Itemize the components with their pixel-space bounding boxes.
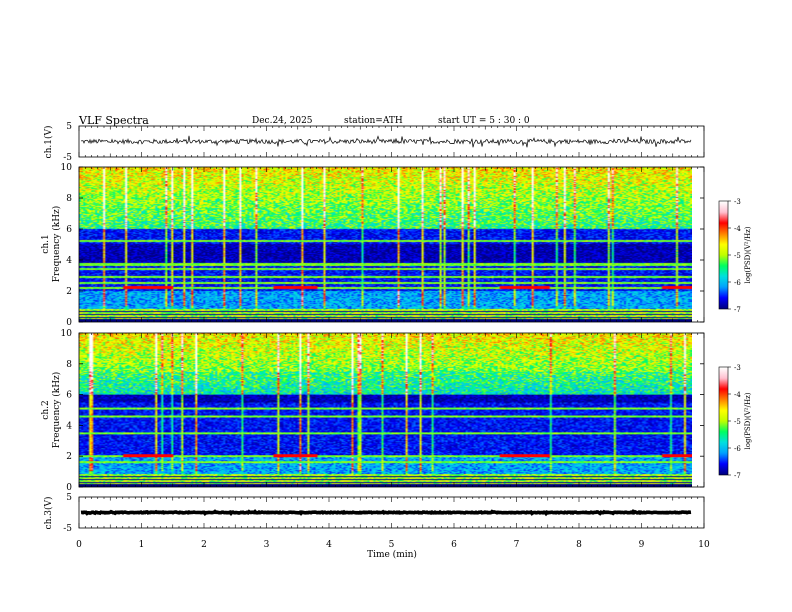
time-tick-label: 7	[514, 540, 520, 550]
ch2-spectrogram-ytick-label: 2	[66, 452, 72, 462]
date-label: Dec.24, 2025	[252, 116, 313, 126]
ch2-colorbar-label: log(PSD)(V²/Hz)	[744, 392, 752, 449]
time-tick-label: 9	[639, 540, 645, 550]
ch1-colorbar-tick-label: -6	[734, 279, 741, 287]
time-axis: 0 1 2 3 4 5 6 7 8 9 10	[76, 126, 710, 550]
ch2-colorbar-tick-label: -5	[734, 418, 741, 426]
time-tick-label: 8	[576, 540, 582, 550]
ch1-spectrogram-ylabel-channel: ch.1	[41, 234, 51, 253]
time-tick-label: 1	[139, 540, 145, 550]
ch1-colorbar-tick-label: -4	[734, 225, 741, 233]
time-tick-label: 0	[76, 540, 82, 550]
ch2-spectrogram-ytick-label: 6	[66, 391, 72, 401]
time-tick-label: 5	[389, 540, 395, 550]
ch1-spectrogram-ytick-label: 4	[66, 256, 72, 266]
ch2-spectrogram-ytick-label: 8	[66, 360, 72, 370]
ch1-waveform-trace	[80, 135, 692, 148]
ch2-colorbar-tick-label: -3	[734, 364, 741, 372]
time-axis-label: Time (min)	[367, 549, 417, 560]
ch2-colorbar-tick-label: -6	[734, 445, 741, 453]
time-tick-label: 4	[326, 540, 332, 550]
ch1-waveform-panel: 5 -5 ch.1(V)	[43, 122, 705, 163]
station-label: station=ATH	[344, 116, 403, 126]
ch3-ylabel: ch.3(V)	[43, 497, 54, 530]
ch1-colorbar-tick-label: -3	[734, 198, 741, 206]
ch2-colorbar-gradient	[719, 367, 728, 475]
ch3-waveform-panel: 5 -5 ch.3(V)	[43, 493, 705, 534]
ch2-spectrogram-ylabel-channel: ch.2	[41, 400, 51, 419]
ch1-ytick-bottom: -5	[63, 153, 72, 163]
ch2-spectrogram-ytick-label: 0	[66, 483, 72, 493]
ch1-spectrogram-image	[79, 167, 692, 322]
ch2-spectrogram-image	[79, 333, 692, 487]
ch2-spectrogram-ytick-label: 4	[66, 421, 72, 431]
ch1-ylabel: ch.1(V)	[43, 126, 54, 159]
time-tick-label: 6	[451, 540, 457, 550]
ch1-colorbar-gradient	[719, 201, 728, 309]
ch1-spectrogram-ytick-label: 2	[66, 287, 72, 297]
ch1-spectrogram-ytick-label: 0	[66, 318, 72, 328]
ch2-spectrogram-ylabel-frequency: Frequency (kHz)	[51, 372, 62, 449]
ch3-ytick-bottom: -5	[63, 524, 72, 534]
ch1-ytick-top: 5	[66, 122, 72, 132]
start-ut-label: start UT = 5 : 30 : 0	[438, 116, 530, 126]
ch3-waveform-trace	[80, 509, 692, 517]
ch1-spectrogram-ytick-label: 8	[66, 194, 72, 204]
ch1-colorbar-tick-label: -7	[734, 306, 741, 314]
ch2-colorbar-tick-label: -4	[734, 391, 741, 399]
ch1-spectrogram-ytick-label: 6	[66, 225, 72, 235]
ch2-spectrogram-ytick-label: 10	[61, 329, 73, 339]
ch1-spectrogram-ytick-label: 10	[61, 163, 73, 173]
figure-title: VLF Spectra	[78, 114, 149, 127]
ch2-colorbar-tick-label: -7	[734, 472, 741, 480]
time-tick-label: 10	[698, 540, 710, 550]
time-tick-label: 2	[201, 540, 207, 550]
ch1-colorbar-tick-label: -5	[734, 252, 741, 260]
ch1-colorbar-label: log(PSD)(V²/Hz)	[744, 226, 752, 283]
time-tick-label: 3	[264, 540, 270, 550]
ch3-ytick-top: 5	[66, 493, 72, 503]
ch1-spectrogram-ylabel-frequency: Frequency (kHz)	[51, 206, 62, 283]
